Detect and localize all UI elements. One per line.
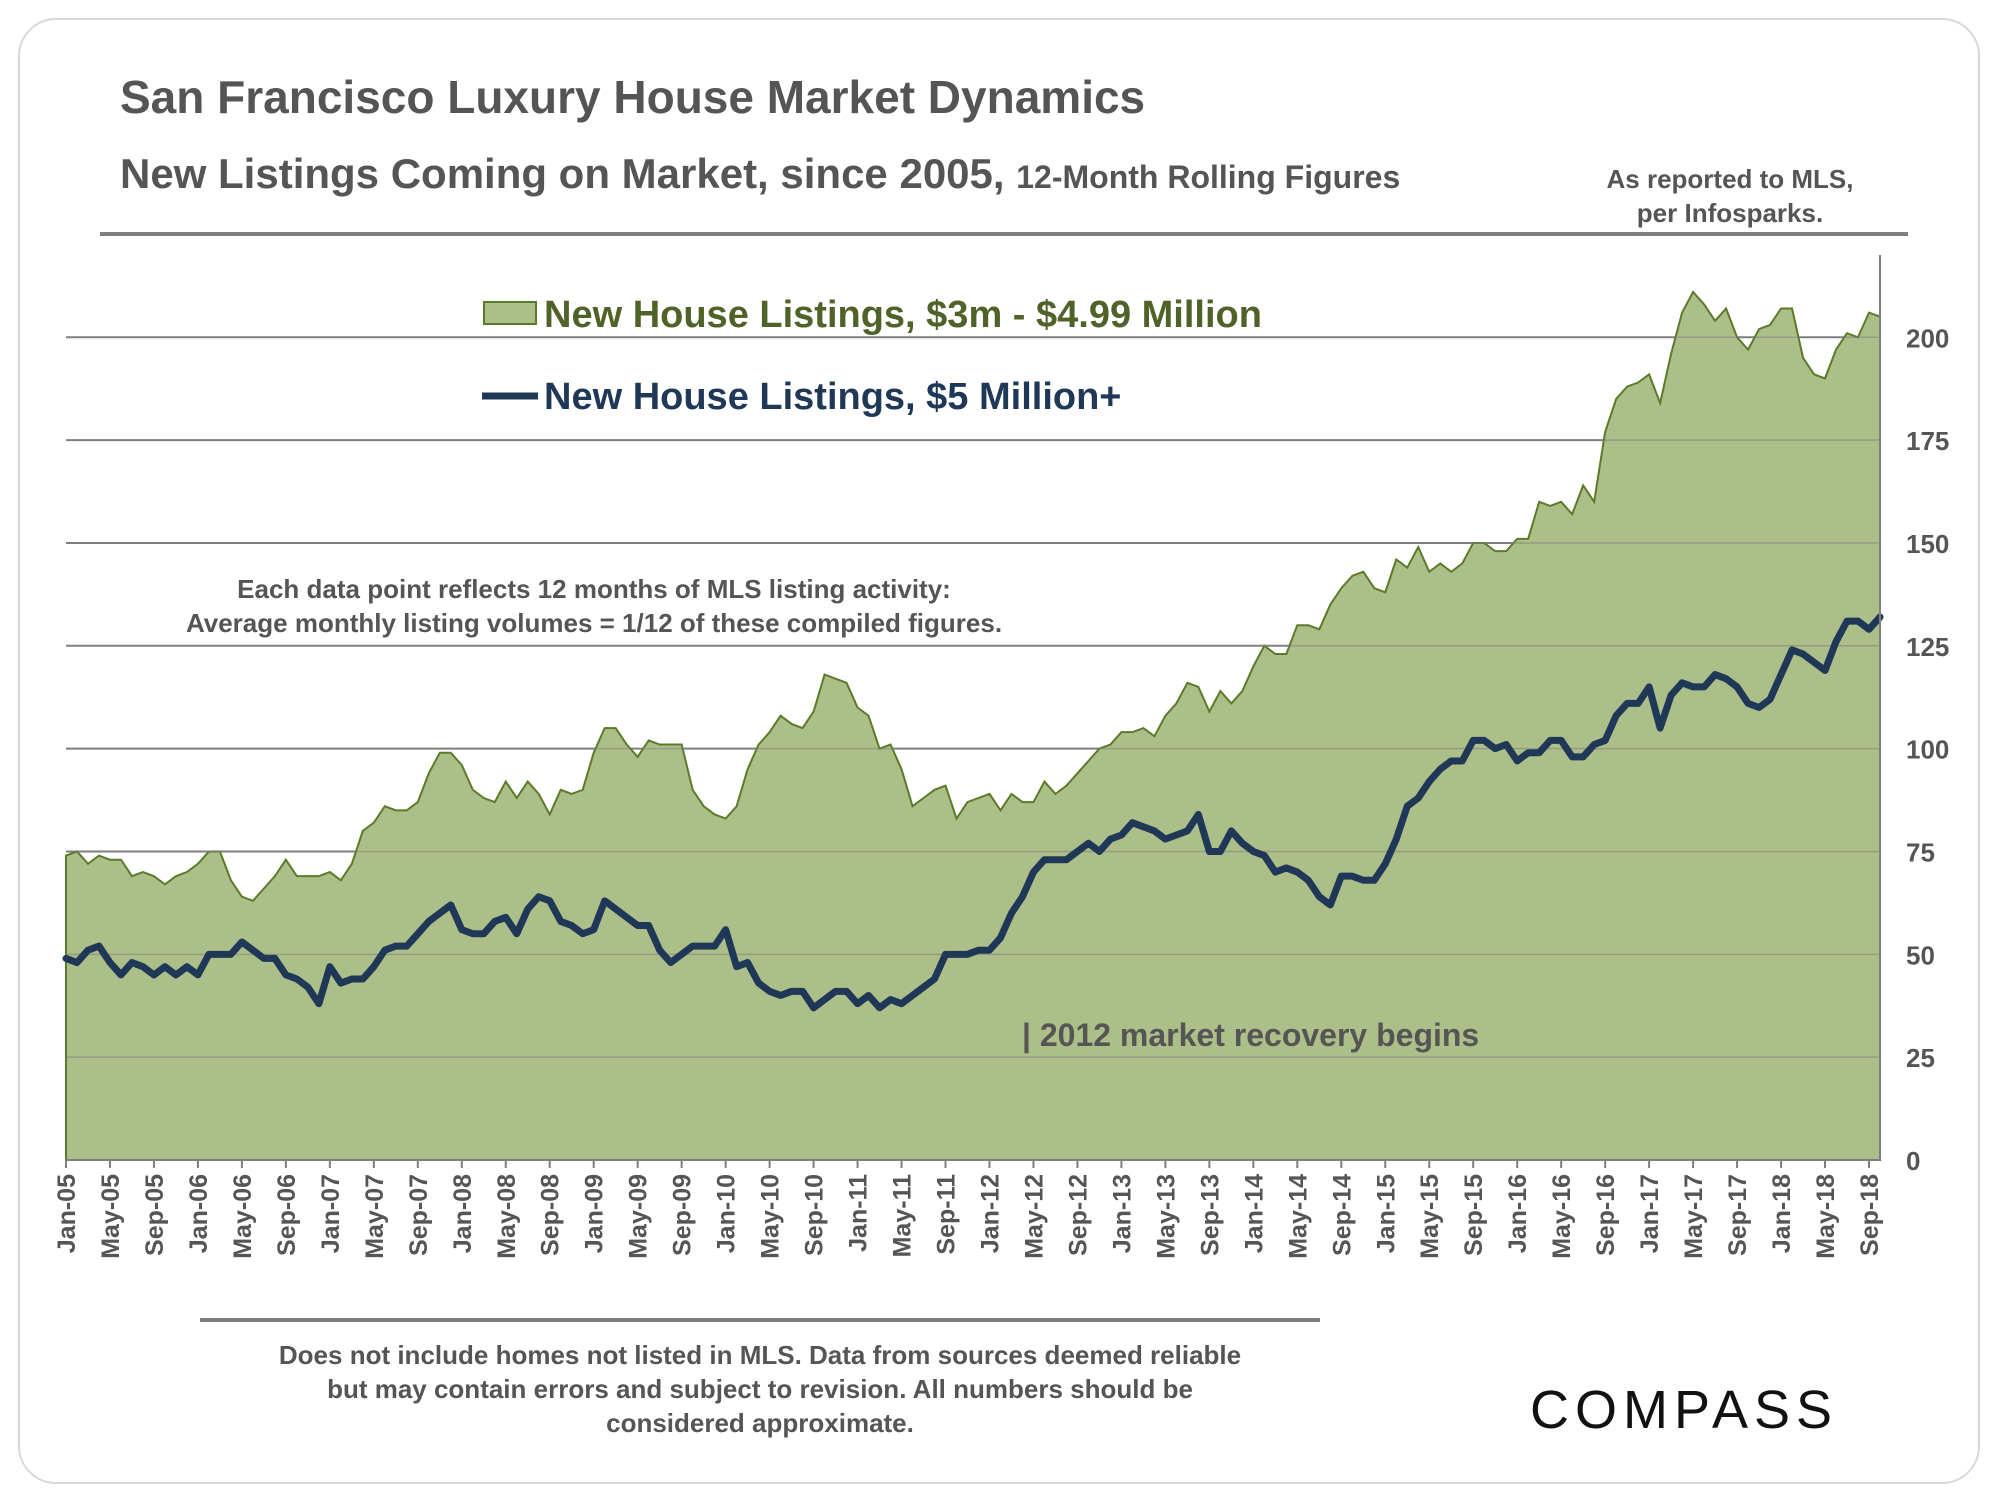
series-line-5m-plus: [62, 613, 1884, 1012]
x-tick-label: Sep-16: [1592, 1174, 1620, 1256]
source-note: As reported to MLS, per Infosparks.: [1540, 162, 1920, 230]
x-tick-label: Jan-07: [317, 1174, 345, 1253]
header-divider: [100, 232, 1908, 236]
x-tick-label: Sep-17: [1724, 1174, 1752, 1256]
annotation-note: Each data point reflects 12 months of ML…: [186, 574, 1002, 638]
x-tick-label: Jan-09: [581, 1174, 609, 1253]
legend-label-area: New House Listings, $3m - $4.99 Million: [544, 294, 1262, 336]
x-tick-label: Jan-16: [1504, 1174, 1532, 1253]
chart-subtitle: New Listings Coming on Market, since 200…: [120, 150, 1400, 198]
x-tick-label: Sep-07: [405, 1174, 433, 1256]
x-tick-label: Jan-11: [845, 1174, 873, 1252]
x-tick-label: Jan-18: [1768, 1174, 1796, 1253]
disclaimer-line-2: but may contain errors and subject to re…: [327, 1374, 1193, 1404]
footer-divider: [200, 1318, 1320, 1322]
x-tick-label: May-11: [889, 1174, 917, 1257]
chart-title: San Francisco Luxury House Market Dynami…: [120, 71, 1146, 123]
y-tick-labels: 0 25 50 75 100 125 150 175 200: [1906, 323, 1949, 1176]
x-tick-label: Jan-13: [1108, 1174, 1136, 1253]
x-tick-label: May-18: [1812, 1174, 1840, 1259]
subtitle-small: 12-Month Rolling Figures: [1016, 159, 1401, 195]
x-tick-label: May-12: [1020, 1174, 1048, 1259]
legend: New House Listings, $3m - $4.99 Million …: [482, 294, 1262, 418]
x-tick-label: Sep-14: [1328, 1174, 1356, 1256]
x-tick-label: May-09: [625, 1174, 653, 1259]
annotation-note-line-1: Each data point reflects 12 months of ML…: [237, 574, 951, 604]
y-tick-label-0: 0: [1906, 1146, 1920, 1176]
series-area-3m-4.99m: [65, 290, 1881, 1161]
x-tick-label: May-05: [97, 1174, 125, 1259]
x-tick-label: Jan-10: [713, 1174, 741, 1253]
legend-label-line: New House Listings, $5 Million+: [544, 376, 1122, 418]
x-tick-label: May-06: [229, 1174, 257, 1259]
x-tick-label: Jan-15: [1372, 1174, 1400, 1253]
x-tick-label: May-10: [757, 1174, 785, 1259]
x-tick-label: Sep-15: [1460, 1174, 1488, 1256]
x-tick-label: Sep-11: [933, 1174, 961, 1255]
x-tick-label: May-15: [1416, 1174, 1444, 1259]
x-tick-label: Jan-06: [185, 1174, 213, 1253]
x-tick-label: Sep-12: [1064, 1174, 1092, 1256]
annotation-note-line-2: Average monthly listing volumes = 1/12 o…: [186, 608, 1002, 638]
x-tick-label: May-16: [1548, 1174, 1576, 1259]
y-tick-label-150: 150: [1906, 529, 1949, 559]
x-tick-label: Sep-09: [669, 1174, 697, 1256]
x-tick-label: Jan-05: [53, 1174, 81, 1253]
x-tick-label: May-07: [361, 1174, 389, 1259]
x-tick-label: Sep-05: [141, 1174, 169, 1256]
x-tick-label: May-14: [1284, 1174, 1312, 1259]
y-tick-label-100: 100: [1906, 735, 1949, 765]
x-tick-label: Jan-08: [449, 1174, 477, 1253]
x-tick-label: Jan-12: [976, 1174, 1004, 1253]
x-tick-label: Sep-10: [801, 1174, 829, 1256]
x-tick-label: Sep-08: [537, 1174, 565, 1256]
disclaimer-line-1: Does not include homes not listed in MLS…: [278, 1340, 1242, 1370]
annotation-recovery: | 2012 market recovery begins: [1022, 1017, 1479, 1053]
y-tick-label-125: 125: [1906, 632, 1949, 662]
x-tick-label: Jan-17: [1636, 1174, 1664, 1253]
x-tick-label: Sep-06: [273, 1174, 301, 1256]
x-tick-label: Sep-18: [1856, 1174, 1884, 1256]
disclaimer-line-3: considered approximate.: [606, 1408, 914, 1438]
compass-logo: COMPASS: [1530, 1380, 1838, 1438]
subtitle-main: New Listings Coming on Market, since 200…: [120, 150, 1005, 197]
source-line-1: As reported to MLS,: [1606, 164, 1854, 194]
source-line-2: per Infosparks.: [1636, 198, 1824, 228]
y-tick-label-175: 175: [1906, 426, 1949, 456]
x-tick-labels: Jan-05 May-05 Sep-05 Jan-06 May-06 Sep-06 Jan-…: [53, 1160, 1884, 1259]
y-tick-label-75: 75: [1906, 837, 1935, 867]
disclaimer: Does not include homes not listed in MLS…: [200, 1338, 1320, 1440]
x-tick-label: Jan-14: [1240, 1174, 1268, 1253]
compass-logo-text: COMPASS: [1530, 1380, 1838, 1438]
x-tick-label: May-13: [1152, 1174, 1180, 1259]
x-tick-label: May-17: [1680, 1174, 1708, 1259]
x-tick-label: May-08: [493, 1174, 521, 1259]
y-tick-label-25: 25: [1906, 1043, 1935, 1073]
x-tick-label: Sep-13: [1196, 1174, 1224, 1256]
legend-swatch-area: [483, 301, 537, 325]
y-tick-label-50: 50: [1906, 940, 1935, 970]
y-tick-label-200: 200: [1906, 323, 1949, 353]
